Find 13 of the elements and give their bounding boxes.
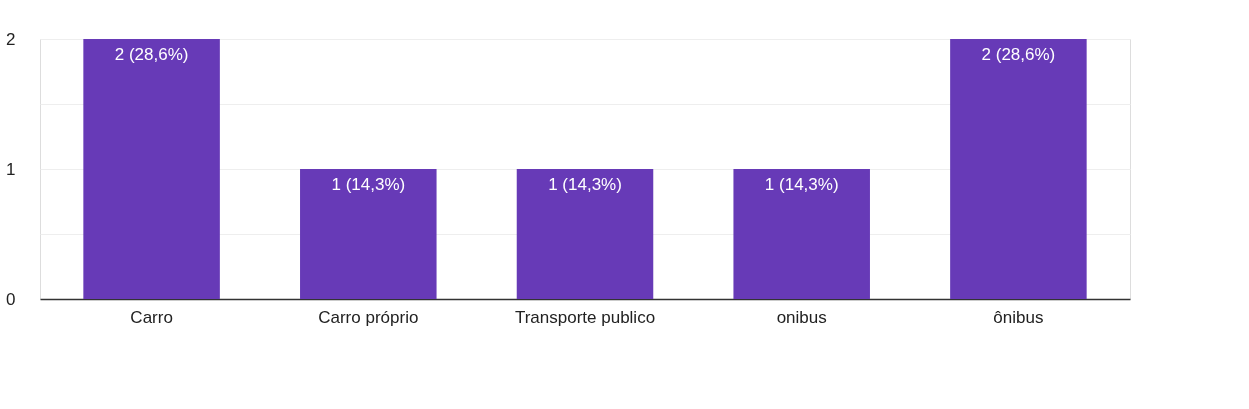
data-label: 1 (14,3%) (548, 175, 622, 194)
y-tick-label: 0 (6, 289, 16, 309)
data-label: 2 (28,6%) (114, 45, 189, 64)
x-tick-label: ônibus (993, 307, 1044, 327)
y-tick-label: 1 (6, 159, 16, 179)
x-tick-label: onibus (776, 307, 827, 327)
x-tick-label: Transporte publico (514, 307, 656, 327)
data-label: 2 (28,6%) (981, 45, 1056, 64)
x-tick-label: Carro (130, 307, 173, 327)
x-tick-label: Carro próprio (318, 307, 419, 327)
data-label: 1 (14,3%) (764, 175, 839, 194)
data-label: 1 (14,3%) (331, 175, 406, 194)
y-tick-label: 2 (6, 29, 16, 49)
